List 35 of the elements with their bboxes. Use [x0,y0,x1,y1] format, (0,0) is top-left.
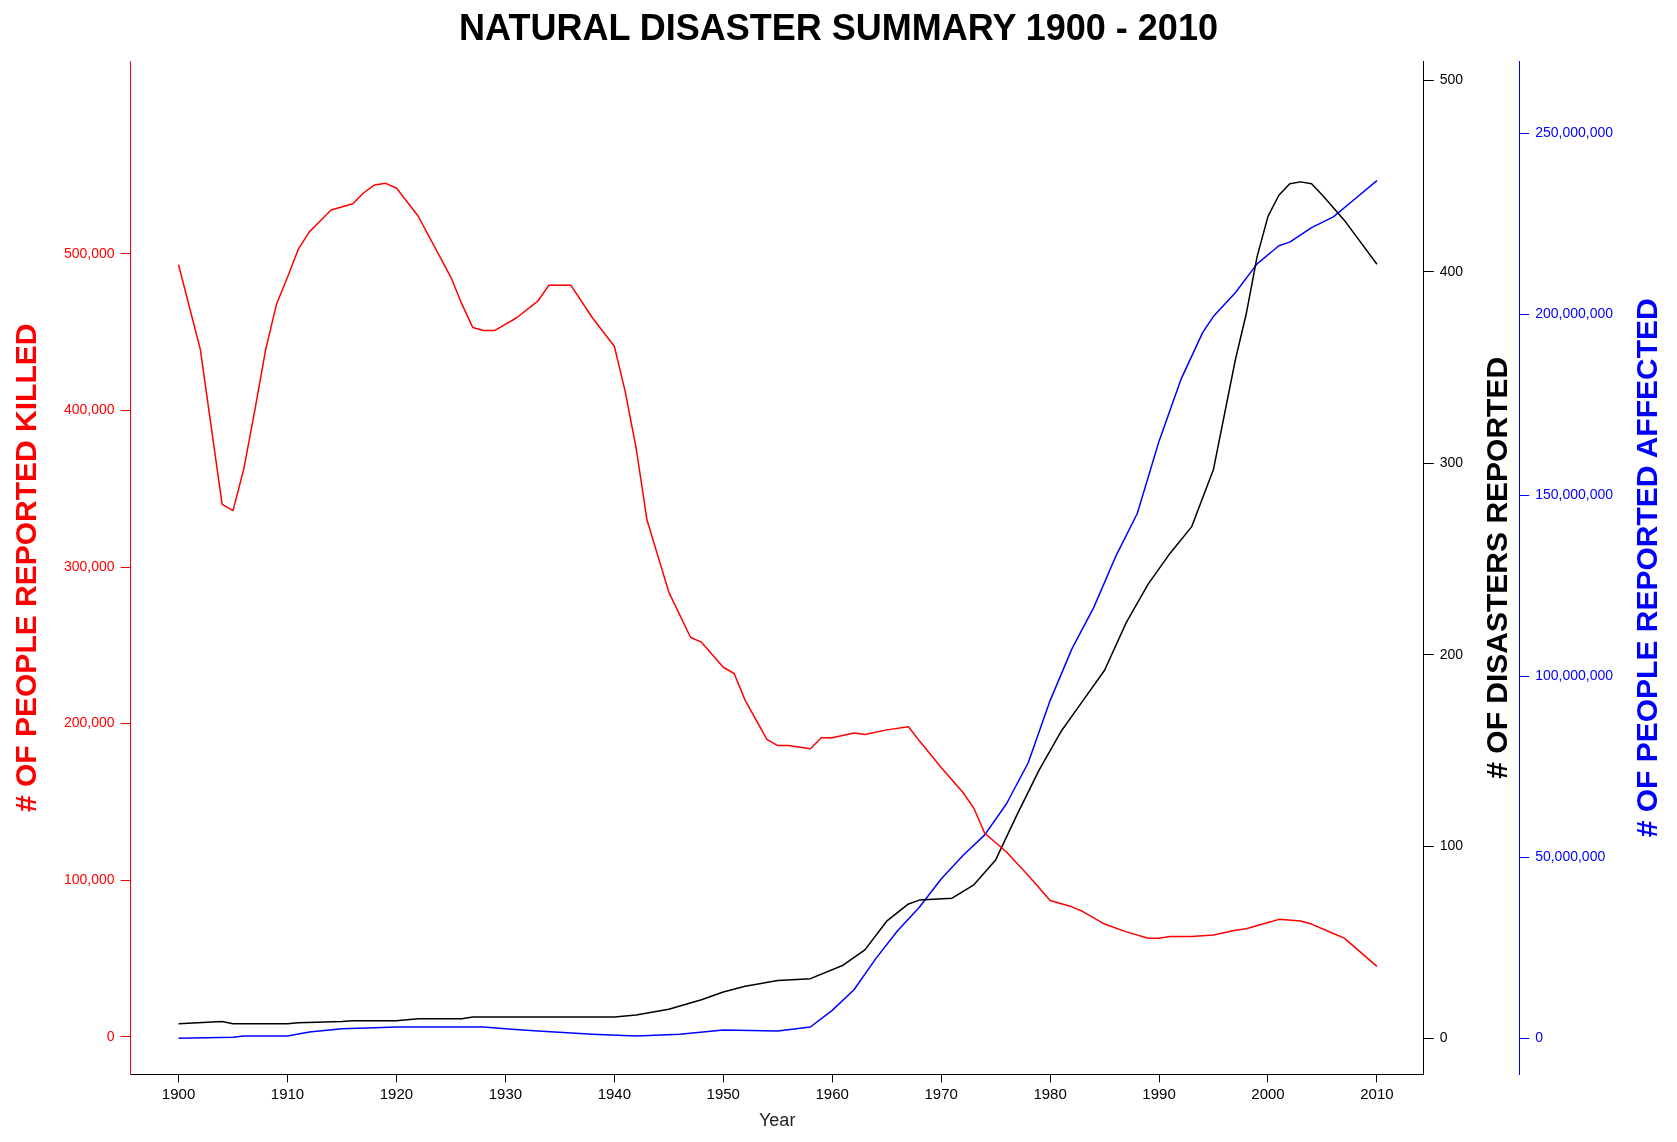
y2-tick-label: 300 [1439,454,1464,471]
y3-tick-label: 50,000,000 [1535,848,1606,865]
y3-tick-label: 150,000,000 [1535,486,1614,503]
x-tick-label: 1970 [924,1084,958,1102]
y2-tick-label: 100 [1439,837,1464,854]
y3-tick-label: 200,000,000 [1535,305,1614,322]
x-axis-title: Year [759,1110,796,1131]
x-tick-label: 1920 [379,1084,414,1102]
y3-tick-label: 0 [1535,1029,1544,1046]
y-axis-title: # OF PEOPLE REPORTED KILLED [9,323,43,812]
y2-tick-label: 0 [1439,1028,1448,1045]
y-tick-label: 300,000 [64,557,115,574]
y-tick-label: 100,000 [64,871,115,888]
x-tick-label: 1980 [1033,1084,1067,1102]
x-tick-label: 1990 [1142,1084,1176,1102]
x-tick-label: 1940 [597,1084,632,1102]
x-tick-label: 1930 [488,1084,523,1102]
x-tick-label: 1900 [161,1084,196,1102]
y2-axis-title: # OF DISASTERS REPORTED [1480,356,1514,779]
y2-tick-label: 400 [1439,262,1464,279]
y2-tick-label: 500 [1439,71,1464,88]
y-tick-label: 0 [106,1027,115,1044]
x-tick-label: 2000 [1251,1084,1285,1102]
x-tick-label: 1910 [270,1084,305,1102]
x-tick-label: 1960 [815,1084,849,1102]
y3-tick-label: 250,000,000 [1535,124,1614,141]
y-tick-label: 500,000 [64,244,115,261]
y2-tick-label: 200 [1439,645,1464,662]
x-tick-label: 1950 [706,1084,740,1102]
y-tick-label: 400,000 [64,401,115,418]
chart-title: NATURAL DISASTER SUMMARY 1900 - 2010 [459,6,1218,48]
y3-axis-title: # OF PEOPLE REPORTED AFFECTED [1630,298,1664,838]
y-tick-label: 200,000 [64,714,115,731]
x-tick-label: 2010 [1360,1084,1394,1102]
y3-tick-label: 100,000,000 [1535,667,1614,684]
